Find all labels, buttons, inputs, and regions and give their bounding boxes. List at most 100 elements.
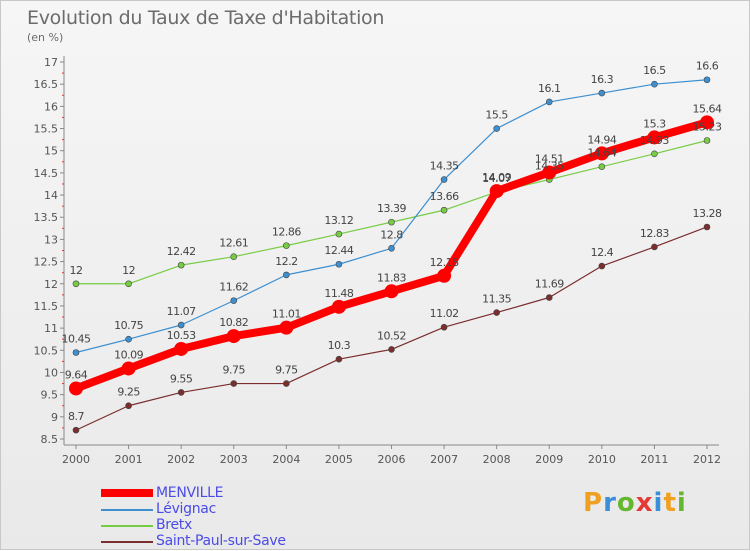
- series-lines: [69, 76, 714, 434]
- data-point: [335, 230, 343, 238]
- data-point: [545, 294, 553, 301]
- y-tick-label: 9.5: [41, 389, 59, 402]
- data-label: 13.12: [324, 214, 353, 227]
- y-tick-label: 16.5: [34, 78, 59, 91]
- series-saint-paul-sur-save: [72, 223, 711, 434]
- data-point: [388, 244, 395, 252]
- data-label: 10.52: [377, 329, 406, 342]
- data-label: 11.62: [219, 281, 248, 294]
- x-tick-label: 2004: [272, 453, 300, 466]
- x-tick-label: 2002: [167, 453, 195, 466]
- data-label: 14.94: [587, 133, 616, 146]
- logo-letter: P: [583, 488, 604, 518]
- data-label: 11.35: [482, 293, 511, 306]
- x-tick-label: 2005: [325, 453, 353, 466]
- data-label: 10.82: [219, 316, 248, 329]
- data-label: 9.75: [223, 364, 246, 377]
- data-label: 11.07: [167, 305, 196, 318]
- data-label: 8.7: [68, 410, 84, 423]
- data-point: [594, 146, 609, 161]
- data-label: 16.6: [696, 60, 719, 73]
- data-label: 14.93: [640, 134, 669, 147]
- data-labels: 9.64 10.09 10.53 10.82 11.01 11.48 11.83 12.18 1…: [62, 60, 723, 423]
- data-point: [703, 137, 711, 144]
- data-point: [331, 299, 346, 314]
- data-point: [279, 320, 294, 335]
- data-label: 15.23: [693, 121, 722, 134]
- data-label: 16.1: [538, 82, 561, 95]
- y-tick-label: 9: [51, 411, 58, 424]
- data-label: 11.01: [272, 308, 301, 321]
- data-point: [493, 125, 500, 132]
- chart-title: Evolution du Taux de Taxe d'Habitation: [27, 7, 385, 29]
- data-point: [177, 261, 185, 269]
- y-tick-label: 14.5: [34, 167, 59, 180]
- data-point: [384, 284, 399, 299]
- data-point: [125, 335, 132, 343]
- data-label: 11.02: [430, 307, 459, 320]
- y-tick-label: 11.5: [34, 300, 59, 313]
- data-point: [440, 176, 448, 183]
- logo-letter: i: [676, 488, 687, 518]
- data-label: 12.8: [380, 228, 403, 241]
- data-point: [69, 381, 83, 396]
- legend-swatch: [101, 489, 153, 497]
- y-tick-label: 12.5: [34, 256, 59, 269]
- y-tick-label: 12: [44, 278, 58, 291]
- data-label: 12: [122, 264, 135, 277]
- data-label: 15.5: [485, 109, 508, 122]
- data-label: 11.69: [535, 278, 564, 291]
- data-point: [230, 380, 238, 387]
- y-tick-label: 13.5: [34, 211, 59, 224]
- proxiti-logo: Proxiti: [583, 488, 687, 518]
- data-point: [440, 323, 448, 331]
- logo-letter: t: [663, 488, 677, 518]
- data-point: [651, 243, 658, 251]
- data-point: [283, 271, 290, 279]
- data-label: 12: [70, 264, 83, 277]
- data-point: [125, 402, 132, 410]
- data-point: [121, 361, 136, 376]
- data-label: 14.35: [430, 160, 459, 173]
- logo-letter: r: [603, 488, 617, 518]
- data-point: [647, 130, 662, 145]
- data-label: 14.64: [587, 147, 616, 160]
- data-label: 10.3: [328, 339, 351, 352]
- data-label: 15.3: [643, 117, 666, 130]
- data-label: 11.83: [377, 271, 406, 284]
- data-label: 12.18: [430, 256, 459, 269]
- y-tick-label: 16: [44, 100, 58, 113]
- x-tick-label: 2003: [220, 453, 248, 466]
- data-label: 15.64: [693, 102, 722, 115]
- data-label: 16.5: [643, 64, 666, 77]
- data-point: [651, 150, 658, 158]
- y-tick-label: 13: [44, 233, 58, 246]
- data-point: [437, 268, 452, 283]
- legend-label: Saint-Paul-sur-Save: [156, 533, 286, 549]
- logo-letter: o: [616, 488, 636, 518]
- y-tick-label: 11: [44, 322, 58, 335]
- data-label: 13.66: [430, 190, 459, 203]
- series-l-vignac: [72, 76, 711, 356]
- x-tick-label: 2012: [693, 453, 721, 466]
- chart-subtitle: (en %): [27, 31, 64, 44]
- data-point: [72, 426, 80, 434]
- x-tick-label: 2011: [640, 453, 668, 466]
- data-label: 9.55: [170, 372, 193, 385]
- logo-letter: x: [635, 488, 654, 518]
- data-point: [177, 321, 185, 329]
- data-label: 10.53: [167, 329, 196, 342]
- data-label: 16.3: [591, 73, 614, 86]
- data-point: [542, 165, 557, 180]
- data-point: [283, 380, 290, 387]
- legend-label: Bretx: [156, 517, 192, 533]
- data-label: 11.48: [324, 287, 353, 300]
- x-tick-label: 2010: [588, 453, 616, 466]
- data-point: [493, 309, 500, 316]
- legend-swatch: [101, 525, 153, 527]
- data-point: [125, 280, 132, 288]
- data-label: 10.75: [114, 319, 143, 332]
- data-label: 12.83: [640, 227, 669, 240]
